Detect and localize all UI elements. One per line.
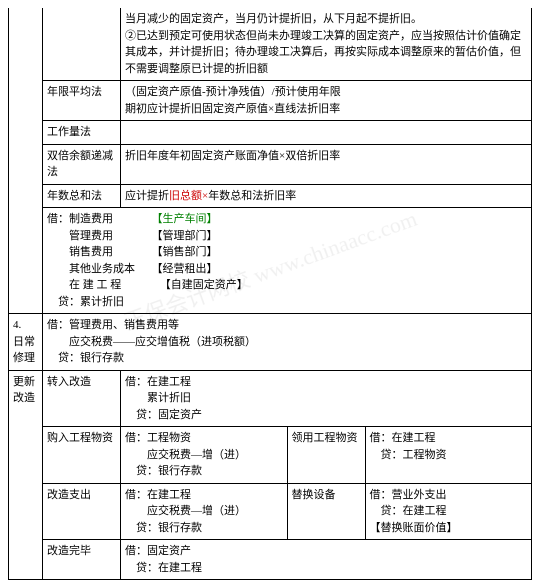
e1-l1a: 制造费用: [69, 213, 113, 225]
m1-d1: （固定资产原值-预计净残值）/预计使用年限: [125, 86, 341, 98]
e1-l2b: 【管理部门】: [157, 230, 218, 242]
intro-text: 当月减少的固定资产，当月仍计提折旧，从下月起不提折旧。 ②已达到预定可使用状态但…: [121, 8, 532, 81]
u-r3-b: 借：在建工程 应交税费—增（进） 贷：银行存款: [121, 483, 288, 540]
e1-l3b: 【销售部门】: [157, 246, 218, 258]
m4-p1: 应计提折: [125, 190, 169, 202]
sec4-num: 4.: [13, 319, 21, 331]
e1-l3a: 销售费用: [47, 246, 113, 258]
method1-name: 年限平均法: [43, 81, 121, 121]
e1-l4b: 【经营租出】: [157, 263, 218, 275]
method4-desc: 应计提折旧总额×年数总和法折旧率: [121, 184, 532, 208]
e1-l4a: 其他业务成本: [47, 263, 135, 275]
u-r3-c: 替换设备: [287, 483, 365, 540]
e1-l6: 累计折旧: [80, 296, 124, 308]
method2-desc: [121, 121, 532, 145]
main-table: 当月减少的固定资产，当月仍计提折旧，从下月起不提折旧。 ②已达到预定可使用状态但…: [8, 8, 532, 580]
method3-desc: 折旧年度年初固定资产账面净值×双倍折旧率: [121, 144, 532, 184]
sec4-l2: 应交税费——应交增值税（进项税额）: [47, 336, 256, 348]
m1-d2: 期初应计提折旧固定资产原值×直线法折旧率: [125, 103, 340, 115]
u-r2-d: 借：在建工程 贷：工程物资: [365, 427, 532, 484]
u-r2-b: 借：工程物资 应交税费—增（进） 贷：银行存款: [121, 427, 288, 484]
u-r1-a: 转入改造: [43, 370, 121, 427]
sec4-l1: 借：管理费用、销售费用等: [47, 319, 179, 331]
e1-cr: 贷：: [58, 296, 80, 308]
e1-l5a: 在 建 工 程: [47, 279, 121, 291]
u-r3-a: 改造支出: [43, 483, 121, 540]
intro-empty: [43, 8, 121, 81]
intro-line2: ②已达到预定可使用状态但尚未办理竣工决算的固定资产，应当按照估计价值确定其成本，…: [125, 30, 521, 75]
e1-l5b: 【自建固定资产】: [165, 279, 248, 291]
section4-body: 借：管理费用、销售费用等 应交税费——应交增值税（进项税额） 贷：银行存款: [43, 314, 532, 371]
u-r2-c: 领用工程物资: [287, 427, 365, 484]
section4-side: 4. 日常修理: [9, 314, 43, 371]
method1-desc: （固定资产原值-预计净残值）/预计使用年限 期初应计提折旧固定资产原值×直线法折…: [121, 81, 532, 121]
u-r4-a: 改造完毕: [43, 540, 121, 580]
method3-name: 双倍余额递减法: [43, 144, 121, 184]
m4-p2: 年数总和法折旧率: [208, 190, 296, 202]
u-r2-a: 购入工程物资: [43, 427, 121, 484]
update-side: 更新改造: [9, 370, 43, 580]
sec4-title: 日常修理: [13, 336, 35, 365]
side-empty: [9, 8, 43, 314]
u-r1-b: 借：在建工程 累计折旧 贷：固定资产: [121, 370, 532, 427]
m4-red: 旧总额×: [169, 190, 208, 202]
u-r3-d: 借：营业外支出 贷：在建工程 【替换账面价值】: [365, 483, 532, 540]
method2-name: 工作量法: [43, 121, 121, 145]
e1-l2a: 管理费用: [47, 230, 113, 242]
e1-l1b: 【生产车间】: [157, 213, 218, 225]
entries1-cell: 借：制造费用 【生产车间】 管理费用 【管理部门】 销售费用 【销售部门】 其他…: [43, 208, 532, 314]
sec4-l3: 贷：银行存款: [58, 352, 124, 364]
method4-name: 年数总和法: [43, 184, 121, 208]
intro-line1: 当月减少的固定资产，当月仍计提折旧，从下月起不提折旧。: [125, 13, 422, 25]
u-r4-b: 借：固定资产 贷：在建工程: [121, 540, 532, 580]
e1-dr: 借：: [47, 213, 69, 225]
